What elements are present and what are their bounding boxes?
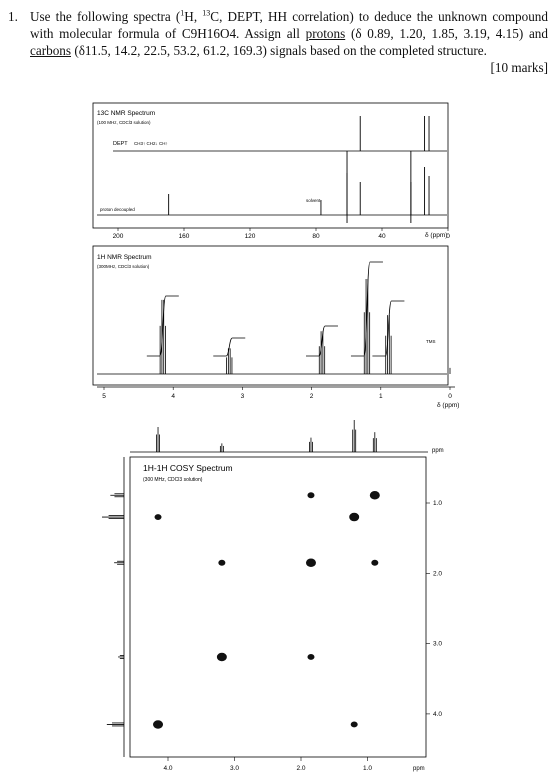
c13-tick-label: 120 [245, 233, 256, 240]
dept-legend: CH3↑ CH2↓ CH↑ [134, 141, 168, 146]
c13-tick-label: 80 [312, 233, 320, 240]
question-text: Use the following spectra (1H, 13C, DEPT… [30, 8, 548, 59]
c13-tick-label: 0 [446, 233, 450, 240]
marks-label: [10 marks] [490, 60, 549, 75]
decoupled-label: proton decoupled [100, 207, 135, 212]
question-text-part: H, [184, 9, 203, 24]
c13-subtitle: (100 MHz, CDCl3 solution) [97, 120, 151, 125]
c13-tick-label: 200 [113, 233, 124, 240]
carbons-word: carbons [30, 43, 72, 58]
c-mass: 13 [202, 8, 211, 18]
c13-axis-ticks: 200 160 120 80 40 0 [113, 228, 450, 240]
question-text-part: Use the following spectra ( [30, 9, 181, 24]
c13-tick-label: 160 [179, 233, 190, 240]
c13-axis-unit: δ (ppm) [425, 232, 447, 239]
question-number: 1. [8, 9, 18, 24]
protons-word: protons [305, 26, 346, 41]
solvent-label: solvent [306, 198, 321, 203]
protons-values: (δ 0.89, 1.20, 1.85, 3.19, 4.15) and [345, 26, 548, 41]
h-mass: 1 [180, 8, 185, 18]
c13-tick-label: 40 [378, 233, 386, 240]
dept-label: DEPT [113, 141, 128, 147]
c13-title: 13C NMR Spectrum [97, 110, 155, 117]
c13-frame [92, 102, 449, 229]
dept-peaks [346, 116, 430, 223]
c13-decoupled-peaks [168, 167, 430, 215]
carbons-values: (δ11.5, 14.2, 22.5, 53.2, 61.2, 169.3) s… [71, 43, 487, 58]
question-text-part: C, DEPT, HH correlation) to deduce the u… [30, 9, 548, 41]
